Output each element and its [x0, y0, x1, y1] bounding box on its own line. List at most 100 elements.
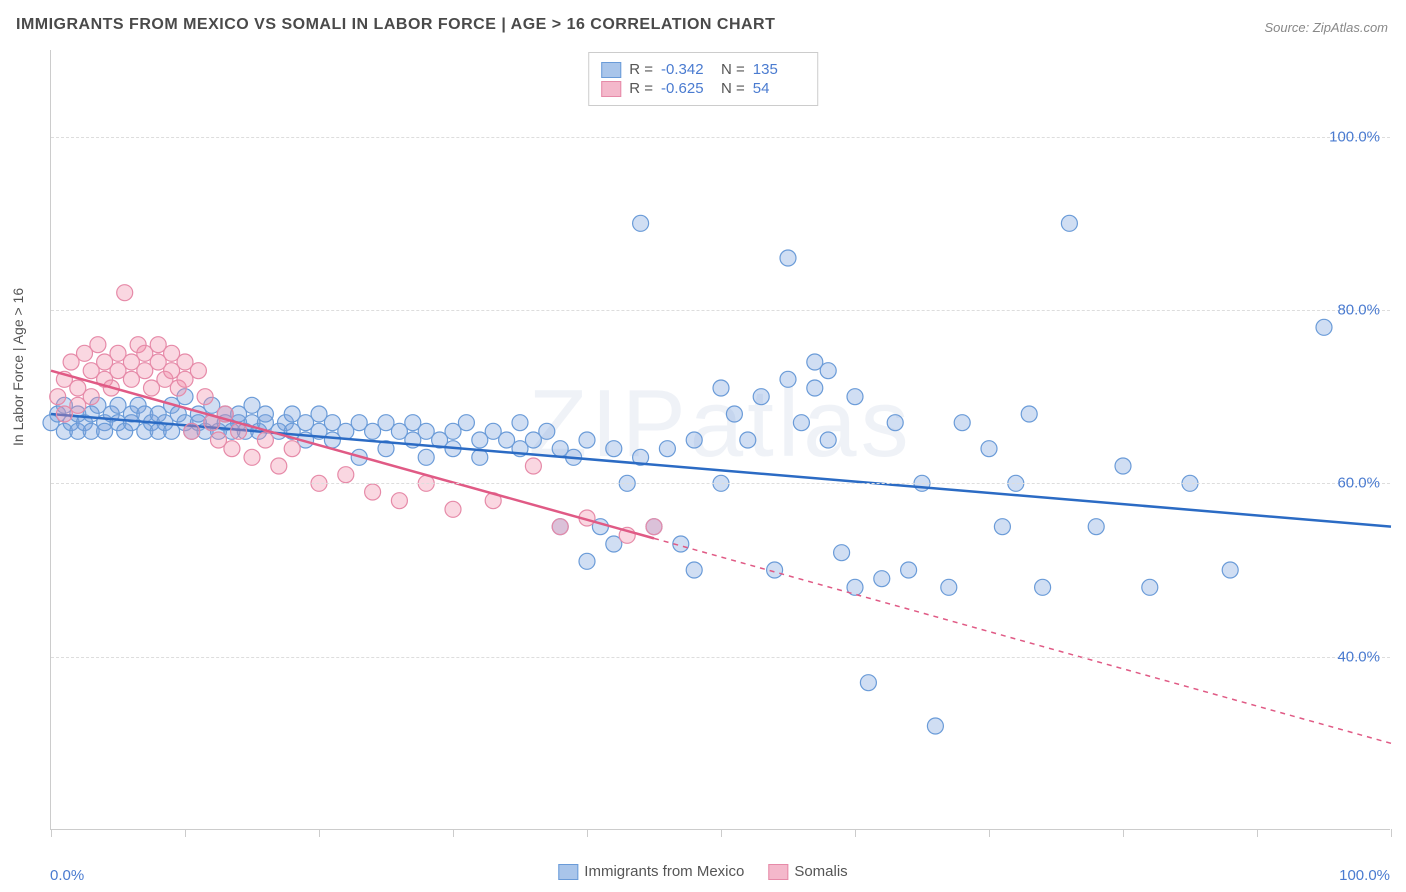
gridline: [51, 310, 1390, 311]
legend-label-somali: Somalis: [794, 863, 847, 880]
data-point: [994, 519, 1010, 535]
plot-svg: [51, 50, 1390, 829]
y-axis-title: In Labor Force | Age > 16: [10, 288, 26, 446]
data-point: [552, 519, 568, 535]
source-label: Source: ZipAtlas.com: [1264, 20, 1388, 35]
data-point: [197, 389, 213, 405]
data-point: [257, 432, 273, 448]
data-point: [1061, 215, 1077, 231]
chart-container: IMMIGRANTS FROM MEXICO VS SOMALI IN LABO…: [0, 0, 1406, 892]
data-point: [807, 380, 823, 396]
data-point: [659, 441, 675, 457]
swatch-mexico: [601, 62, 621, 78]
data-point: [834, 545, 850, 561]
data-point: [740, 432, 756, 448]
swatch-somali-bottom: [768, 864, 788, 880]
data-point: [981, 441, 997, 457]
data-point: [579, 553, 595, 569]
data-point: [780, 371, 796, 387]
legend-label-mexico: Immigrants from Mexico: [584, 863, 744, 880]
data-point: [365, 484, 381, 500]
data-point: [445, 501, 461, 517]
data-point: [512, 415, 528, 431]
gridline: [51, 657, 1390, 658]
n-value-somali: 54: [753, 80, 805, 97]
correlation-row-2: R = -0.625 N = 54: [601, 80, 805, 97]
data-point: [753, 389, 769, 405]
data-point: [927, 718, 943, 734]
data-point: [780, 250, 796, 266]
data-point: [1316, 319, 1332, 335]
x-tick: [185, 829, 186, 837]
data-point: [606, 441, 622, 457]
x-tick: [1257, 829, 1258, 837]
x-tick: [1391, 829, 1392, 837]
data-point: [887, 415, 903, 431]
data-point: [686, 562, 702, 578]
gridline: [51, 137, 1390, 138]
data-point: [184, 423, 200, 439]
x-tick: [721, 829, 722, 837]
data-point: [820, 432, 836, 448]
data-point: [686, 432, 702, 448]
legend-item-mexico: Immigrants from Mexico: [558, 863, 744, 880]
r-value-mexico: -0.342: [661, 61, 713, 78]
y-tick-label: 40.0%: [1337, 648, 1380, 665]
data-point: [458, 415, 474, 431]
series-legend: Immigrants from Mexico Somalis: [558, 863, 847, 880]
x-axis-min-label: 0.0%: [50, 867, 84, 884]
data-point: [1222, 562, 1238, 578]
data-point: [231, 423, 247, 439]
data-point: [338, 467, 354, 483]
data-point: [271, 458, 287, 474]
data-point: [633, 215, 649, 231]
x-tick: [855, 829, 856, 837]
n-value-mexico: 135: [753, 61, 805, 78]
data-point: [726, 406, 742, 422]
data-point: [50, 389, 66, 405]
r-value-somali: -0.625: [661, 80, 713, 97]
data-point: [1035, 579, 1051, 595]
r-label-2: R =: [629, 80, 653, 97]
trend-line: [51, 414, 1391, 527]
data-point: [90, 337, 106, 353]
y-tick-label: 60.0%: [1337, 475, 1380, 492]
chart-title: IMMIGRANTS FROM MEXICO VS SOMALI IN LABO…: [16, 16, 775, 34]
data-point: [224, 441, 240, 457]
data-point: [767, 562, 783, 578]
data-point: [244, 449, 260, 465]
data-point: [901, 562, 917, 578]
swatch-mexico-bottom: [558, 864, 578, 880]
x-axis-max-label: 100.0%: [1339, 867, 1390, 884]
data-point: [257, 406, 273, 422]
x-tick: [319, 829, 320, 837]
y-tick-label: 80.0%: [1337, 302, 1380, 319]
correlation-legend: R = -0.342 N = 135 R = -0.625 N = 54: [588, 52, 818, 106]
data-point: [1142, 579, 1158, 595]
data-point: [1115, 458, 1131, 474]
data-point: [1088, 519, 1104, 535]
data-point: [874, 571, 890, 587]
x-tick: [989, 829, 990, 837]
data-point: [1021, 406, 1037, 422]
data-point: [941, 579, 957, 595]
n-label: N =: [721, 61, 745, 78]
gridline: [51, 483, 1390, 484]
data-point: [391, 493, 407, 509]
data-point: [713, 380, 729, 396]
x-tick: [1123, 829, 1124, 837]
data-point: [284, 441, 300, 457]
data-point: [117, 285, 133, 301]
r-label: R =: [629, 61, 653, 78]
legend-item-somali: Somalis: [768, 863, 847, 880]
data-point: [539, 423, 555, 439]
data-point: [954, 415, 970, 431]
x-tick: [587, 829, 588, 837]
data-point: [83, 389, 99, 405]
data-point: [793, 415, 809, 431]
data-point: [860, 675, 876, 691]
data-point: [820, 363, 836, 379]
x-tick: [453, 829, 454, 837]
n-label-2: N =: [721, 80, 745, 97]
x-tick: [51, 829, 52, 837]
